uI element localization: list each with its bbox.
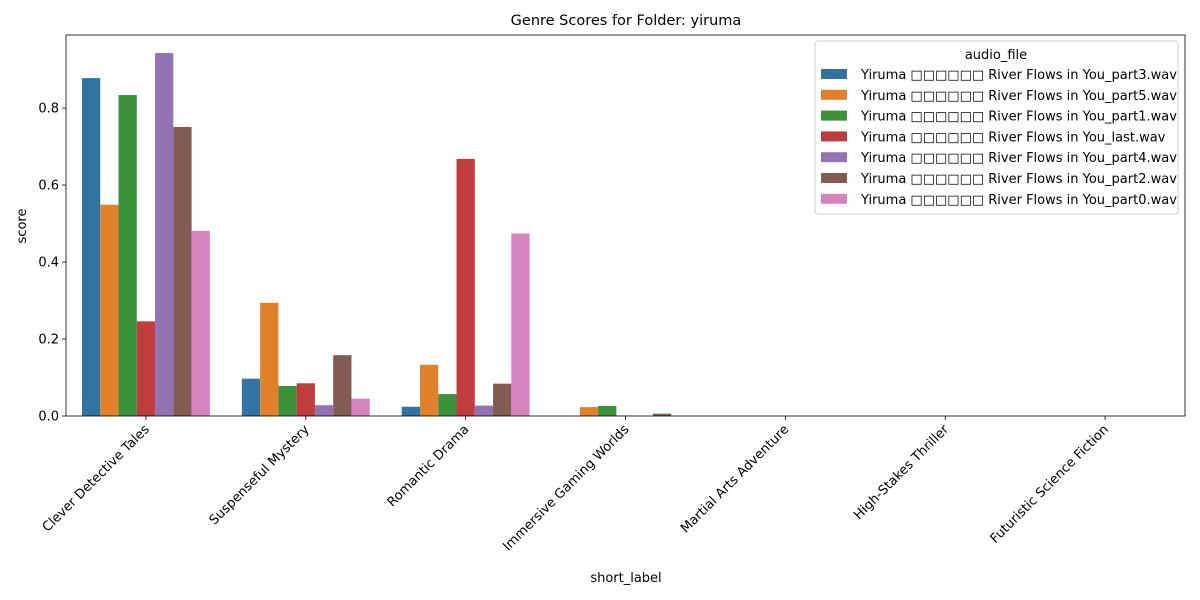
- y-tick-label: 0.6: [38, 179, 59, 194]
- bar: [278, 385, 297, 416]
- y-axis: 0.0 0.2 0.4 0.6 0.8: [38, 102, 66, 425]
- legend-label: Yiruma □□□□□□ River Flows in You_part2.w…: [860, 172, 1177, 187]
- bar: [419, 364, 439, 416]
- bar: [579, 407, 599, 416]
- legend-label: Yiruma □□□□□□ River Flows in You_part3.w…: [860, 68, 1177, 83]
- bar: [260, 302, 279, 416]
- legend-swatch: [821, 152, 847, 163]
- x-axis-title: short_label: [590, 571, 661, 586]
- bar: [155, 53, 174, 417]
- bar: [511, 233, 530, 416]
- bar: [474, 405, 494, 416]
- legend-swatch: [821, 89, 847, 100]
- plot-frame: [65, 34, 1186, 417]
- bar: [296, 383, 315, 416]
- bar: [598, 405, 617, 416]
- y-tick-label: 0.0: [38, 410, 59, 425]
- bars-group: [81, 53, 672, 417]
- bar: [493, 383, 512, 416]
- bar: [438, 394, 457, 416]
- legend-label: Yiruma □□□□□□ River Flows in You_part5.w…: [860, 89, 1177, 104]
- bar: [136, 321, 156, 416]
- y-axis-title: score: [15, 209, 30, 244]
- legend-swatch: [821, 131, 847, 142]
- bar: [81, 78, 101, 416]
- bar: [314, 405, 334, 416]
- bar: [173, 126, 192, 416]
- legend-label: Yiruma □□□□□□ River Flows in You_part1.w…: [860, 110, 1177, 125]
- y-tick-label: 0.4: [38, 256, 59, 271]
- legend-swatch: [821, 193, 847, 204]
- bar: [118, 95, 137, 416]
- legend-label: Yiruma □□□□□□ River Flows in You_part0.w…: [860, 193, 1177, 208]
- bar: [652, 413, 672, 416]
- legend-title: audio_file: [965, 48, 1027, 63]
- bar: [401, 406, 420, 416]
- bar: [333, 355, 352, 416]
- legend-swatch: [821, 173, 847, 183]
- chart-title: Genre Scores for Folder: yiruma: [511, 13, 742, 29]
- bar: [456, 158, 475, 417]
- y-tick-label: 0.8: [38, 102, 59, 117]
- legend-frame: [814, 40, 1179, 215]
- legend-label: Yiruma □□□□□□ River Flows in You_part4.w…: [860, 151, 1177, 166]
- legend-label: Yiruma □□□□□□ River Flows in You_last.wa…: [860, 130, 1166, 145]
- legend-swatch: [821, 110, 847, 121]
- bar: [100, 204, 119, 416]
- bar: [191, 230, 210, 416]
- bar: [241, 378, 261, 416]
- y-tick-label: 0.2: [38, 333, 59, 348]
- legend-swatch: [821, 69, 847, 79]
- bar: [351, 398, 370, 416]
- legend: audio_file Yiruma □□□□□□ River Flows in …: [814, 40, 1179, 215]
